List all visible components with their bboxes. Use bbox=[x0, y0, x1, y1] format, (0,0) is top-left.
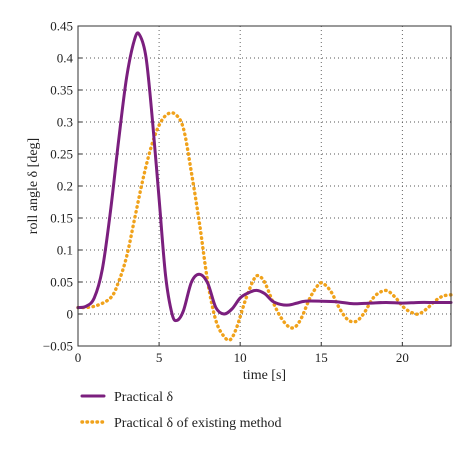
y-tick-label: 0.4 bbox=[57, 51, 74, 66]
series-line-practical bbox=[76, 31, 453, 323]
y-tick-label: 0.2 bbox=[57, 179, 73, 194]
legend-label-existing-method: Practical δ of existing method bbox=[114, 416, 282, 431]
y-tick-label: 0.1 bbox=[57, 243, 73, 258]
x-tick-label: 5 bbox=[156, 350, 163, 365]
legend-label-practical: Practical δ bbox=[114, 390, 173, 405]
axis-ticks: 0 5 10 15 20−0.0500.050.10.150.20.250.30.350… bbox=[43, 19, 409, 366]
y-axis-label: roll angle δ [deg] bbox=[26, 138, 41, 234]
x-tick-label: 0 bbox=[75, 350, 82, 365]
x-axis-label: time [s] bbox=[243, 368, 286, 383]
y-tick-label: 0.05 bbox=[50, 275, 73, 290]
y-tick-label: 0.25 bbox=[50, 147, 73, 162]
legend: Practical δ Practical δ of existing meth… bbox=[80, 390, 282, 431]
y-tick-label: 0.3 bbox=[57, 115, 73, 130]
y-tick-label: 0 bbox=[67, 307, 74, 322]
y-tick-label: 0.15 bbox=[50, 211, 73, 226]
y-tick-label: −0.05 bbox=[43, 339, 73, 354]
x-tick-label: 15 bbox=[315, 350, 328, 365]
x-tick-label: 10 bbox=[234, 350, 247, 365]
series-lines bbox=[76, 31, 453, 342]
y-tick-label: 0.45 bbox=[50, 19, 73, 34]
x-tick-label: 20 bbox=[396, 350, 409, 365]
y-tick-label: 0.35 bbox=[50, 83, 73, 98]
